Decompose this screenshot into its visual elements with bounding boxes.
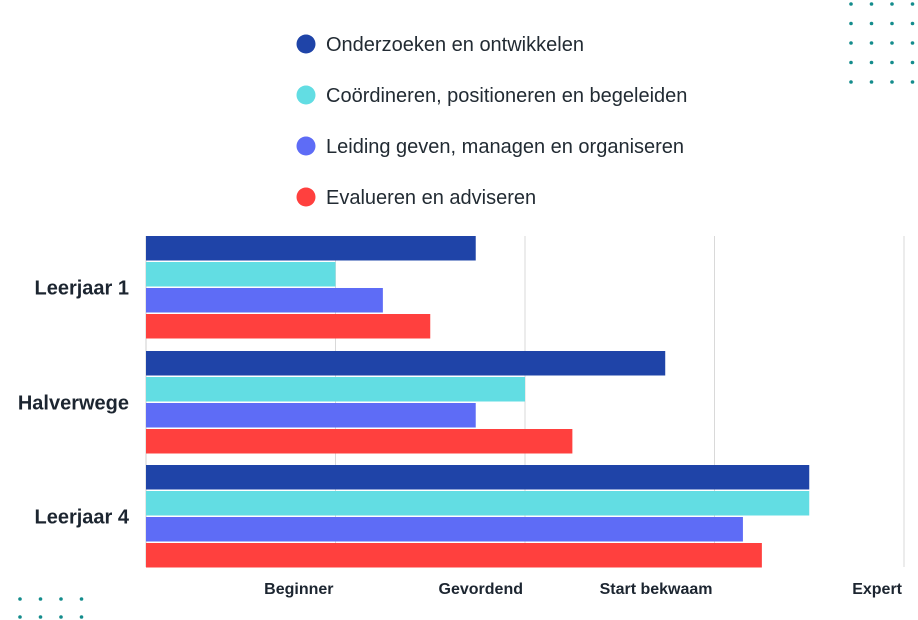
decor-dot-15 <box>910 60 915 65</box>
decor-dot-18 <box>890 80 894 84</box>
tick-label-expert: Expert <box>852 581 902 598</box>
decor-dot-7 <box>910 21 915 26</box>
decor-dot-14 <box>890 60 894 65</box>
legend-label: Coördineren, positioneren en begeleiden <box>326 85 687 107</box>
legend-swatch <box>296 85 316 105</box>
decor-dot-8 <box>849 41 853 45</box>
bar-leerjaar-1-leiding-geven-managen-en-organiseren <box>146 288 383 313</box>
bar-halverwege-evalueren-en-adviseren <box>146 429 573 454</box>
decor-dot-9 <box>869 41 874 45</box>
bar-halverwege-coordineren-positioneren-en-begeleiden <box>146 377 525 402</box>
bar-leerjaar-1-onderzoeken-en-ontwikkelen <box>146 236 476 261</box>
legend-item-evalueren-en-adviseren: Evalueren en adviseren <box>296 187 536 209</box>
legend-label: Evalueren en adviseren <box>326 187 536 209</box>
decor-dot-22 <box>59 597 63 601</box>
decor-dot-26 <box>59 615 63 619</box>
category-label-leerjaar-1: Leerjaar 1 <box>34 277 129 299</box>
legend-item-onderzoeken-en-ontwikkelen: Onderzoeken en ontwikkelen <box>296 34 584 56</box>
bar-leerjaar-1-coordineren-positioneren-en-begeleiden <box>146 262 336 287</box>
decor-dot-3 <box>910 2 915 6</box>
legend-swatch <box>296 34 316 54</box>
decor-dot-6 <box>890 21 894 26</box>
bar-leerjaar-4-coordineren-positioneren-en-begeleiden <box>146 491 810 516</box>
legend-item-leiding-geven-managen-en-organiseren: Leiding geven, managen en organiseren <box>296 136 684 158</box>
decor-dot-20 <box>18 597 22 601</box>
bar-leerjaar-4-evalueren-en-adviseren <box>146 543 762 568</box>
decor-dot-11 <box>910 41 915 45</box>
legend-item-coordineren-positioneren-en-begeleiden: Coördineren, positioneren en begeleiden <box>296 85 687 107</box>
decor-dot-19 <box>910 80 915 84</box>
bar-halverwege-leiding-geven-managen-en-organiseren <box>146 403 476 428</box>
legend-swatch <box>296 136 316 156</box>
legend: Onderzoeken en ontwikkelen Coördineren, p… <box>296 34 687 209</box>
decor-dot-5 <box>869 21 874 26</box>
decor-dot-2 <box>890 2 894 6</box>
tick-label-beginner: Beginner <box>264 581 333 598</box>
bar-halverwege-onderzoeken-en-ontwikkelen <box>146 351 666 376</box>
legend-swatch <box>296 187 316 207</box>
x-tick-labels: Beginner Gevordend Start bekwaam Expert <box>264 581 903 598</box>
bar-leerjaar-1-evalueren-en-adviseren <box>146 314 431 339</box>
decor-dot-27 <box>79 615 84 619</box>
decor-dot-16 <box>849 80 853 84</box>
decor-dot-25 <box>38 615 43 619</box>
bar-leerjaar-4-onderzoeken-en-ontwikkelen <box>146 465 810 490</box>
tick-label-start-bekwaam: Start bekwaam <box>600 581 713 598</box>
decor-dot-4 <box>849 21 853 26</box>
decor-dot-12 <box>849 60 853 65</box>
decor-dot-0 <box>849 2 853 6</box>
bars <box>146 236 810 568</box>
decor-dot-21 <box>38 597 43 601</box>
legend-label: Leiding geven, managen en organiseren <box>326 136 684 158</box>
category-labels: Leerjaar 1 Halverwege Leerjaar 4 <box>18 277 130 528</box>
decor-dot-13 <box>869 60 874 65</box>
decor-dot-10 <box>890 41 894 45</box>
bar-leerjaar-4-leiding-geven-managen-en-organiseren <box>146 517 743 542</box>
tick-label-gevordend: Gevordend <box>439 581 523 598</box>
decor-dot-1 <box>869 2 874 6</box>
decorative-dots <box>18 2 915 619</box>
category-label-leerjaar-4: Leerjaar 4 <box>34 506 129 528</box>
decor-dot-23 <box>79 597 84 601</box>
decor-dot-24 <box>18 615 22 619</box>
category-label-halverwege: Halverwege <box>18 392 129 414</box>
decor-dot-17 <box>869 80 874 84</box>
legend-label: Onderzoeken en ontwikkelen <box>326 34 584 56</box>
